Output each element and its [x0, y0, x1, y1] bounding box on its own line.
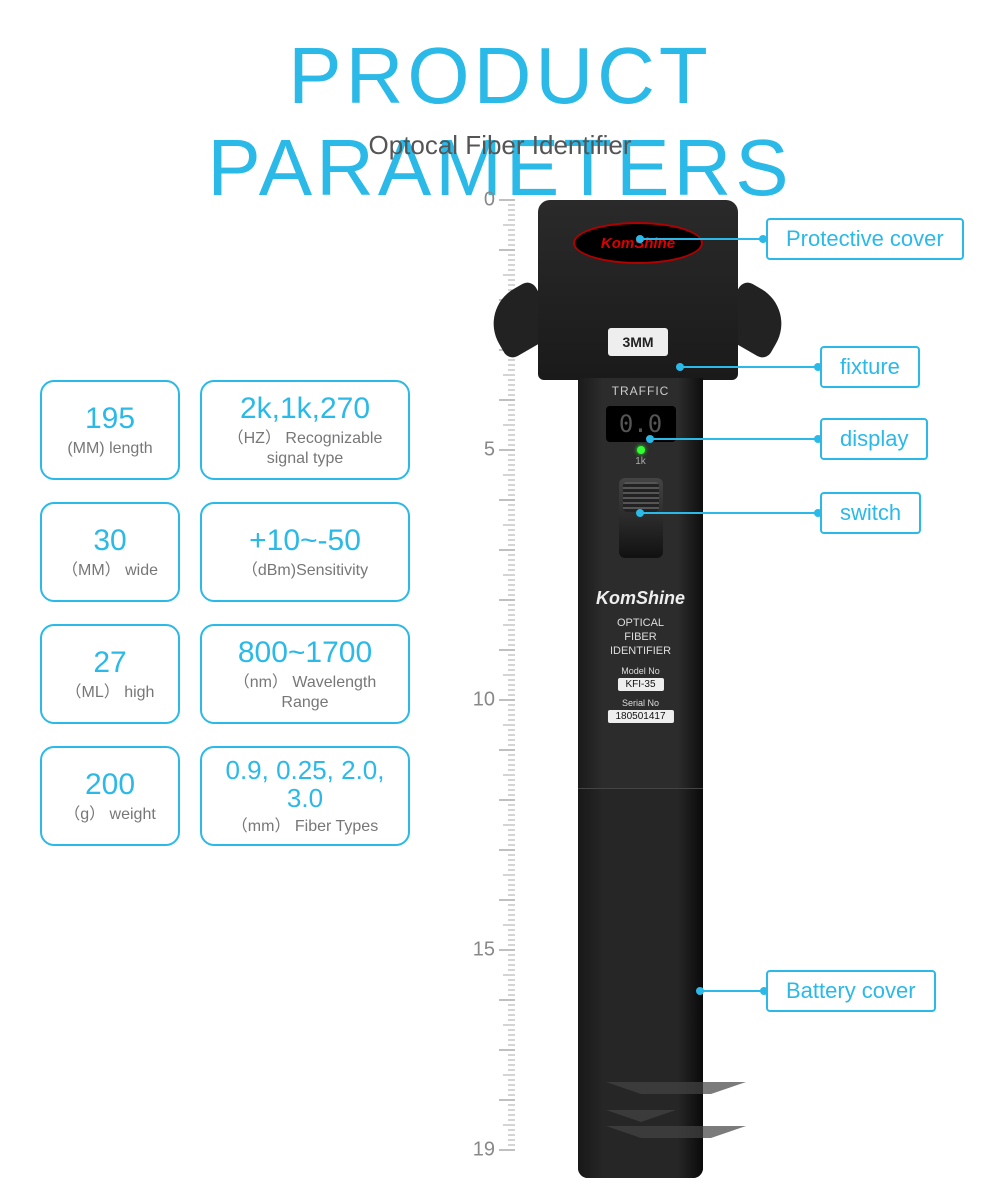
ruler-tick-label: 10	[473, 689, 495, 712]
param-value: 30	[52, 524, 168, 557]
param-col-2: 2k,1k,270 （HZ） Recognizable signal type …	[200, 380, 410, 846]
callout-label: switch	[820, 492, 921, 534]
device-illustration: KomShine 3MM TRAFFIC 0.0 1k KomShine OPT…	[520, 200, 755, 1198]
param-box: 0.9, 0.25, 2.0, 3.0 （mm） Fiber Types	[200, 746, 410, 846]
ruler-tick-label: 5	[484, 439, 495, 462]
callout-line	[640, 512, 820, 514]
param-value: 200	[52, 768, 168, 801]
param-value: 800~1700	[212, 636, 398, 669]
param-label: （ML） high	[52, 683, 168, 702]
model-label: Model No	[578, 666, 703, 678]
page-title: PRODUCT PARAMETERS	[0, 30, 1000, 214]
device-text-line: IDENTIFIER	[578, 644, 703, 658]
device-body: TRAFFIC 0.0 1k KomShine OPTICAL FIBER ID…	[578, 378, 703, 1178]
callout-line	[680, 366, 820, 368]
grip-ridges	[606, 1078, 676, 1138]
param-value: 27	[52, 646, 168, 679]
serial-number: 180501417	[607, 710, 673, 723]
callout-line	[640, 238, 765, 240]
param-box: 2k,1k,270 （HZ） Recognizable signal type	[200, 380, 410, 480]
traffic-label: TRAFFIC	[578, 384, 703, 398]
param-value: +10~-50	[212, 524, 398, 557]
param-col-1: 195 (MM) length 30 （MM） wide 27 （ML） hig…	[40, 380, 180, 846]
param-value: 2k,1k,270	[212, 392, 398, 425]
device-text-line: OPTICAL	[578, 616, 703, 630]
parameters-grid: 195 (MM) length 30 （MM） wide 27 （ML） hig…	[40, 380, 410, 846]
param-box: 200 （g） weight	[40, 746, 180, 846]
param-box: +10~-50 （dBm)Sensitivity	[200, 502, 410, 602]
battery-cover	[578, 788, 703, 1178]
callout-label: fixture	[820, 346, 920, 388]
callout-line	[700, 990, 766, 992]
led-label: 1k	[578, 456, 703, 467]
device-head: KomShine 3MM	[538, 200, 738, 380]
head-mm-label: 3MM	[608, 328, 668, 356]
ruler-tick-label: 19	[473, 1139, 495, 1162]
serial-label: Serial No	[578, 698, 703, 710]
param-label: （MM） wide	[52, 561, 168, 580]
param-label: （dBm)Sensitivity	[212, 561, 398, 580]
device-text-line: FIBER	[578, 630, 703, 644]
device-brand-text: KomShine	[578, 588, 703, 609]
led-indicator	[637, 446, 645, 454]
ruler-tick-label: 15	[473, 939, 495, 962]
param-value: 0.9, 0.25, 2.0, 3.0	[212, 756, 398, 813]
param-label: （HZ） Recognizable signal type	[212, 429, 398, 467]
callout-label: display	[820, 418, 928, 460]
ruler-tick-label: 0	[484, 189, 495, 212]
digit-display: 0.0	[606, 406, 676, 442]
page-subtitle: Optocal Fiber Identifier	[0, 130, 1000, 161]
param-box: 30 （MM） wide	[40, 502, 180, 602]
param-box: 800~1700 （nm） Wavelength Range	[200, 624, 410, 724]
param-label: (MM) length	[52, 439, 168, 458]
param-label: （g） weight	[52, 805, 168, 824]
slider-switch	[619, 478, 663, 558]
param-box: 195 (MM) length	[40, 380, 180, 480]
param-label: （nm） Wavelength Range	[212, 673, 398, 711]
callout-label: Protective cover	[766, 218, 964, 260]
param-label: （mm） Fiber Types	[212, 817, 398, 836]
callout-line	[650, 438, 820, 440]
param-value: 195	[52, 402, 168, 435]
model-number: KFI-35	[617, 678, 663, 691]
callout-label: Battery cover	[766, 970, 936, 1012]
param-box: 27 （ML） high	[40, 624, 180, 724]
brand-badge: KomShine	[573, 222, 703, 264]
